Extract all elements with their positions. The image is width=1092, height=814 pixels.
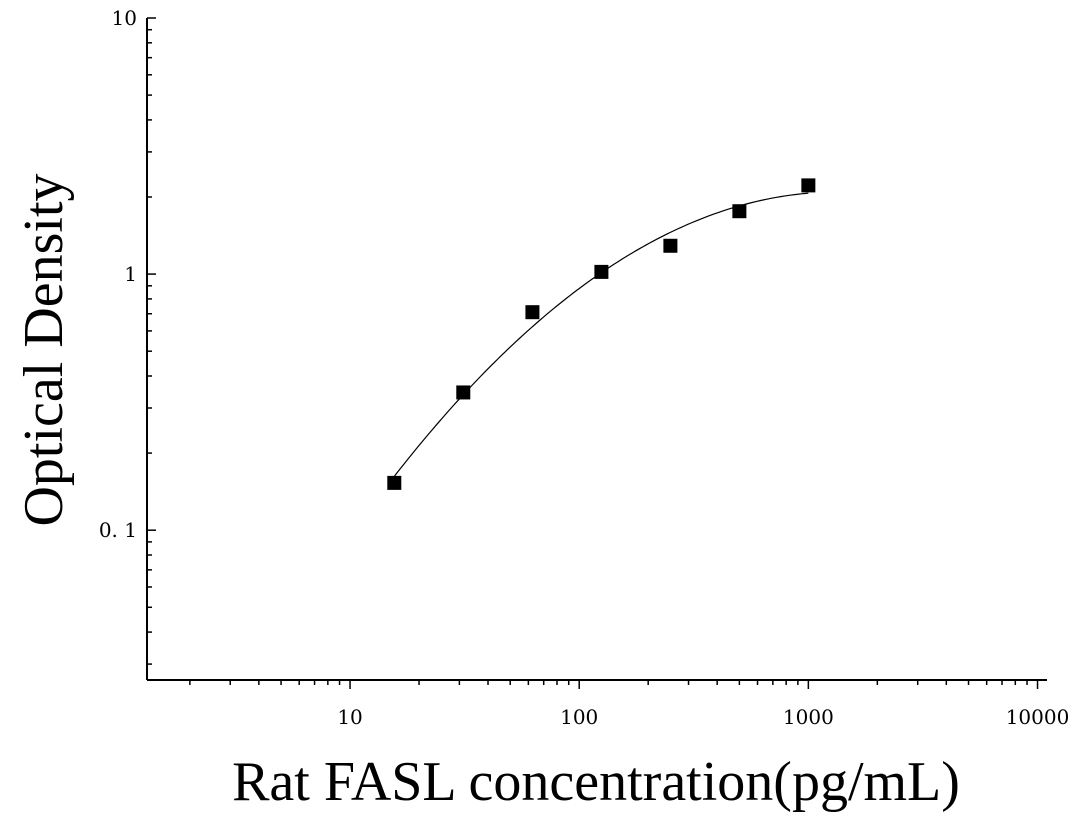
fit-curve-line xyxy=(393,192,809,477)
y-tick-label: 1 xyxy=(124,262,137,286)
x-tick-label: 1000 xyxy=(783,705,834,729)
data-point-marker xyxy=(525,305,540,320)
x-axis-title: Rat FASL concentration(pg/mL) xyxy=(232,751,960,813)
x-tick-label: 100 xyxy=(560,705,598,729)
x-tick-label: 10 xyxy=(337,705,362,729)
x-tick-label: 10000 xyxy=(1006,705,1070,729)
y-tick-label: 10 xyxy=(112,6,137,30)
data-point-marker xyxy=(387,475,402,490)
data-point-marker xyxy=(594,264,609,279)
data-points xyxy=(387,178,816,490)
data-point-marker xyxy=(732,204,747,219)
data-point-marker xyxy=(456,385,471,400)
data-point-marker xyxy=(663,238,678,253)
axes xyxy=(146,17,1047,689)
y-axis-title: Optical Density xyxy=(13,173,75,526)
y-tick-label: 0. 1 xyxy=(99,518,137,542)
data-point-marker xyxy=(801,178,816,193)
fit-curve-layer xyxy=(393,192,809,477)
tick-labels: 10 100 1000 10000 0. 1 1 10 xyxy=(99,6,1069,729)
